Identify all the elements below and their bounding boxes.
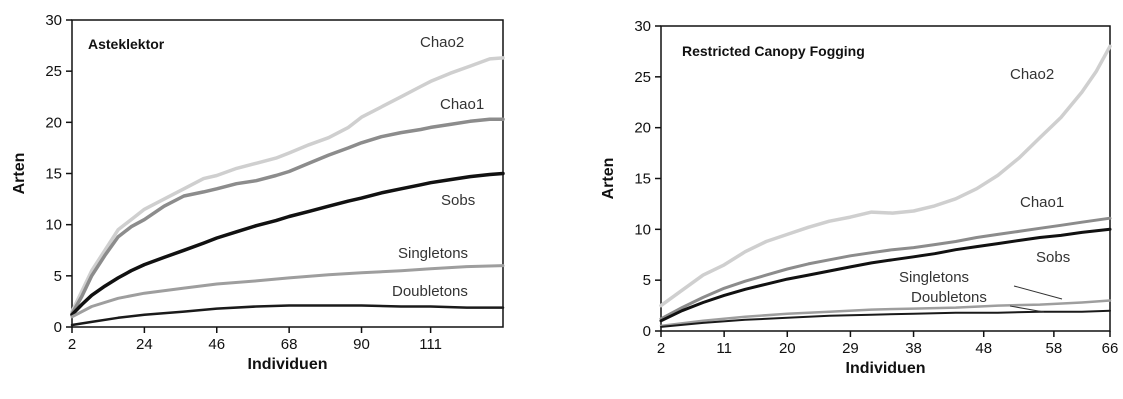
panel-2-y-tick-label-20: 20 [634,120,651,137]
panel-2: 0 5 10 15 20 25 30 2 11 20 29 38 48 58 66 Individuen Art… [600,18,1118,377]
panel-2-x-tick-label-58: 58 [1046,340,1063,357]
panel-2-series-chao2-label: Chao2 [1010,66,1054,83]
panel-1-x-tick-label-2: 2 [68,336,76,353]
panel-2-series-chao2-line [659,44,1112,308]
panel-1-y-tick-label-25: 25 [45,63,62,80]
panel-1-y-tick-label-10: 10 [45,217,62,234]
panel-1-series-chao2-line [70,56,505,314]
panel-1-series-sobs-label: Sobs [441,192,475,209]
panel-2-y-tick-label-0: 0 [643,323,651,340]
panel-2-y-tick-label-30: 30 [634,18,651,35]
panel-1-y-tick-label-30: 30 [45,12,62,29]
panel-2-y-tick-label-5: 5 [643,272,651,289]
panel-2-series-chao1-label: Chao1 [1020,194,1064,211]
panel-1-series-chao1-label: Chao1 [440,96,484,113]
panel-2-series-chao1-line [659,216,1112,321]
panel-1-y-axis-title: Arten [11,153,28,195]
panel-2-y-tick-label-10: 10 [634,221,651,238]
panel-1-x-axis-title: Individuen [248,356,328,373]
panel-1-series-chao2-label: Chao2 [420,34,464,51]
panel-1-series-chao1-line [70,117,505,316]
panel-2-series-sobs-label: Sobs [1036,249,1070,266]
panel-2-series-doubletons-leader-line [1009,305,1045,313]
panel-2-chart-title: Restricted Canopy Fogging [682,43,865,59]
panel-2-series-singletons-leader-line [1013,285,1063,300]
panel-2-x-tick-label-11: 11 [716,340,732,357]
panel-1-y-tick-label-0: 0 [54,319,62,336]
panel-2-x-tick-label-2: 2 [657,340,665,357]
panel-2-y-tick-label-25: 25 [634,69,651,86]
panel-1-x-tick-label-24: 24 [136,336,153,353]
panel-2-x-axis-title: Individuen [846,360,926,377]
panel-1-x-tick-label-46: 46 [208,336,225,353]
panel-2-series-doubletons-line [660,309,1111,328]
panel-1-series-doubletons-line [70,304,505,327]
panel-1-y-tick-label-15: 15 [45,166,62,183]
panel-2-x-tick-label-66: 66 [1102,340,1119,357]
panel-1-x-tick-label-90: 90 [353,336,370,353]
panel-2-series-doubletons-label: Doubletons [911,289,987,306]
panel-2-x-tick-label-20: 20 [779,340,796,357]
panel-2-series-singletons-label: Singletons [899,269,969,286]
panel-1-y-tick-label-20: 20 [45,114,62,131]
panel-1-y-tick-label-5: 5 [54,268,62,285]
panel-2-y-tick-label-15: 15 [634,171,651,188]
panel-1-series-singletons-line [70,264,505,319]
panel-1-x-tick-label-111: 111 [419,336,442,353]
panel-2-x-tick-label-29: 29 [842,340,859,357]
panel-2-series-sobs-line [659,227,1112,323]
panel-2-x-tick-label-48: 48 [975,340,992,357]
panel-1-chart-title: Asteklektor [88,36,165,52]
panel-1-series-doubletons-label: Doubletons [392,283,468,300]
panel-1-series-sobs-line [70,171,505,317]
panel-2-x-tick-label-38: 38 [905,340,922,357]
panel-1-x-tick-label-68: 68 [281,336,298,353]
panel-1: 0 5 10 15 20 25 30 2 24 46 68 90 111 Individuen Arten A… [11,12,505,373]
panel-1-series-singletons-label: Singletons [398,245,468,262]
panel-2-y-axis-title: Arten [600,158,617,200]
panel-2-series-singletons-line [659,299,1112,328]
